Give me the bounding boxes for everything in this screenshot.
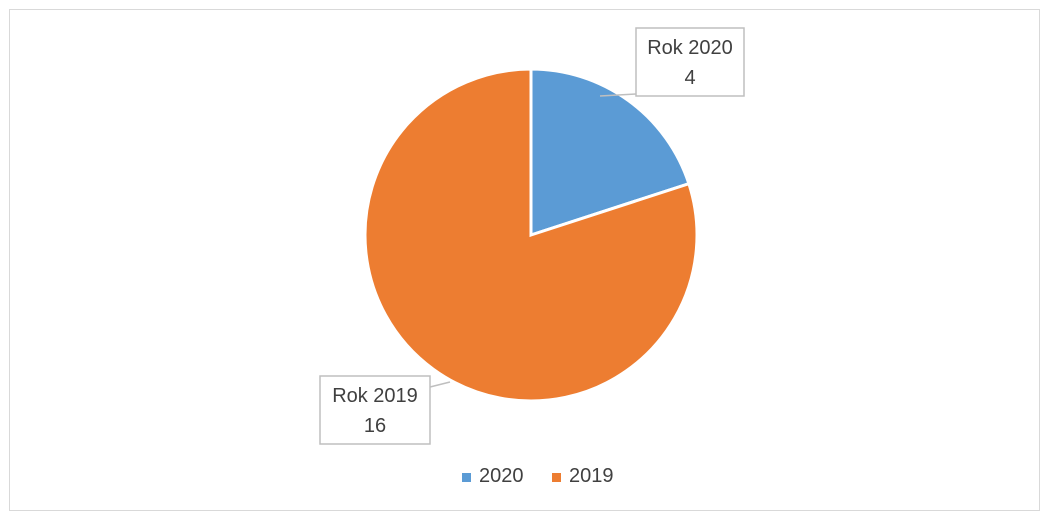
- data-label-box-2019: [319, 375, 431, 445]
- leader-line-2020: [599, 93, 637, 97]
- data-label-value-2020: 4: [684, 67, 695, 89]
- legend: 2020 2019: [462, 465, 614, 487]
- data-label-value-2019: 16: [364, 415, 386, 437]
- pie-slices: [363, 67, 699, 403]
- legend-label-2019: 2019: [569, 465, 614, 487]
- data-labels: Rok 2020 4 Rok 2019 16: [319, 27, 745, 445]
- leader-lines: [429, 93, 637, 388]
- legend-label-2020: 2020: [479, 465, 524, 487]
- data-label-name-2020: Rok 2020: [647, 37, 733, 59]
- legend-swatch-2019: [552, 473, 561, 482]
- leader-line-2019: [429, 381, 451, 388]
- data-label-name-2019: Rok 2019: [332, 385, 418, 407]
- data-label-box-2020: [635, 27, 745, 97]
- pie-slice-2020: [529, 67, 691, 238]
- pie-slice-2019: [363, 67, 699, 403]
- legend-swatch-2020: [462, 473, 471, 482]
